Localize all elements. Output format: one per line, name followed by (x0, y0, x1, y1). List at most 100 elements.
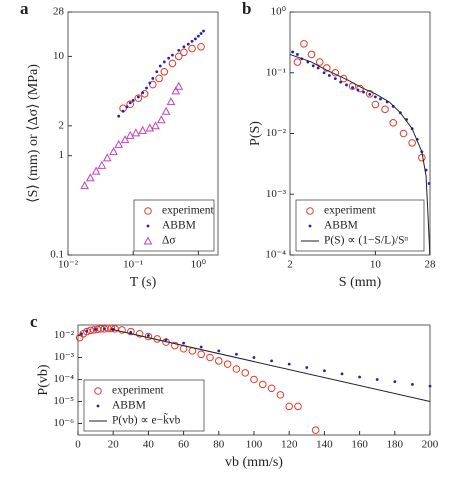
point (158, 64, 162, 68)
legend-label: experiment (162, 205, 215, 217)
y-tick-label: 10⁻¹ (266, 66, 286, 78)
legend-label: ABBM (324, 220, 358, 232)
x-tick-label: 10 (370, 259, 382, 271)
point (125, 130, 135, 139)
point (151, 121, 160, 130)
point (120, 135, 130, 144)
point (368, 93, 372, 96)
point (365, 90, 374, 98)
point (114, 139, 124, 148)
point (155, 74, 163, 83)
point (411, 382, 414, 386)
point (276, 391, 285, 399)
x-tick-label: 20 (108, 439, 120, 451)
point (160, 67, 169, 76)
point (215, 357, 223, 365)
fit-line (289, 53, 431, 256)
point (259, 380, 267, 389)
point (323, 369, 326, 373)
point (148, 81, 152, 85)
y-tick-label: 10⁻⁵ (53, 395, 74, 407)
point (250, 375, 258, 384)
point (174, 81, 184, 90)
legend-box (295, 199, 425, 252)
legend-swatch (146, 224, 150, 228)
point (293, 58, 302, 66)
point (241, 369, 249, 377)
x-tick-label: 100 (246, 439, 263, 451)
point (85, 329, 89, 333)
y-tick-label: 10 (53, 50, 65, 62)
point (291, 50, 294, 54)
point (217, 349, 221, 353)
x-axis-label: S (mm) (339, 275, 382, 290)
point (305, 366, 309, 369)
x-tick-label: 10⁻¹ (123, 259, 143, 271)
x-tick-label: 160 (351, 439, 368, 451)
point (311, 426, 320, 434)
point (138, 125, 148, 134)
point (182, 45, 186, 49)
point (145, 123, 155, 132)
point (171, 341, 179, 350)
point (358, 375, 361, 379)
point (131, 128, 141, 137)
point (127, 327, 135, 336)
legend-label: experiment (324, 205, 377, 217)
point (235, 352, 238, 356)
point (223, 360, 232, 368)
point (196, 34, 200, 38)
point (418, 153, 426, 162)
y-tick-label: 1 (59, 149, 65, 161)
point (149, 80, 157, 89)
point (381, 105, 389, 114)
y-tick-label: 28 (53, 6, 65, 18)
panel-label: b (242, 0, 251, 18)
point (83, 327, 91, 336)
x-tick-label: 120 (281, 439, 298, 451)
y-tick-label: 10⁻⁶ (53, 417, 74, 429)
point (180, 48, 188, 57)
point (168, 59, 177, 68)
y-tick-label: 10⁰ (271, 6, 287, 18)
point (345, 83, 348, 87)
legend-swatch (308, 224, 312, 228)
y-axis-label: P(vb) (36, 364, 51, 395)
point (118, 326, 126, 334)
x-tick-label: 180 (387, 439, 404, 451)
point (316, 66, 320, 70)
x-tick-label: 80 (213, 439, 225, 451)
point (109, 147, 118, 156)
y-axis-label: ⟨S⟩ (mm) or ⟨Δσ⟩ (MPa) (26, 64, 41, 203)
point (126, 100, 135, 109)
point (199, 32, 203, 35)
legend-label: P(vb) ∝ e−k̃vb (112, 412, 181, 427)
point (197, 350, 205, 359)
legend-label: P(S) ∝ (1−S/L)/Sᵅ (324, 235, 409, 247)
legend-swatch (94, 387, 102, 395)
x-tick-label: 60 (178, 439, 190, 451)
point (428, 384, 432, 388)
point (164, 338, 168, 342)
x-tick-label: 28 (425, 259, 437, 271)
point (202, 29, 205, 33)
point (287, 362, 291, 366)
point (151, 77, 155, 80)
point (379, 97, 382, 101)
y-tick-label: 10⁻³ (54, 351, 75, 363)
x-axis-label: vb (mm/s) (225, 455, 283, 470)
point (136, 95, 140, 99)
point (199, 345, 203, 349)
point (131, 99, 135, 102)
point (197, 42, 205, 51)
point (307, 50, 316, 59)
point (134, 94, 143, 102)
y-tick-label: 10⁻² (266, 127, 287, 139)
point (371, 100, 380, 109)
point (232, 365, 241, 373)
legend-label: ABBM (162, 220, 196, 232)
point (294, 402, 302, 411)
y-tick-label: 10⁻⁴ (53, 373, 74, 385)
x-tick-label: 40 (143, 439, 155, 451)
